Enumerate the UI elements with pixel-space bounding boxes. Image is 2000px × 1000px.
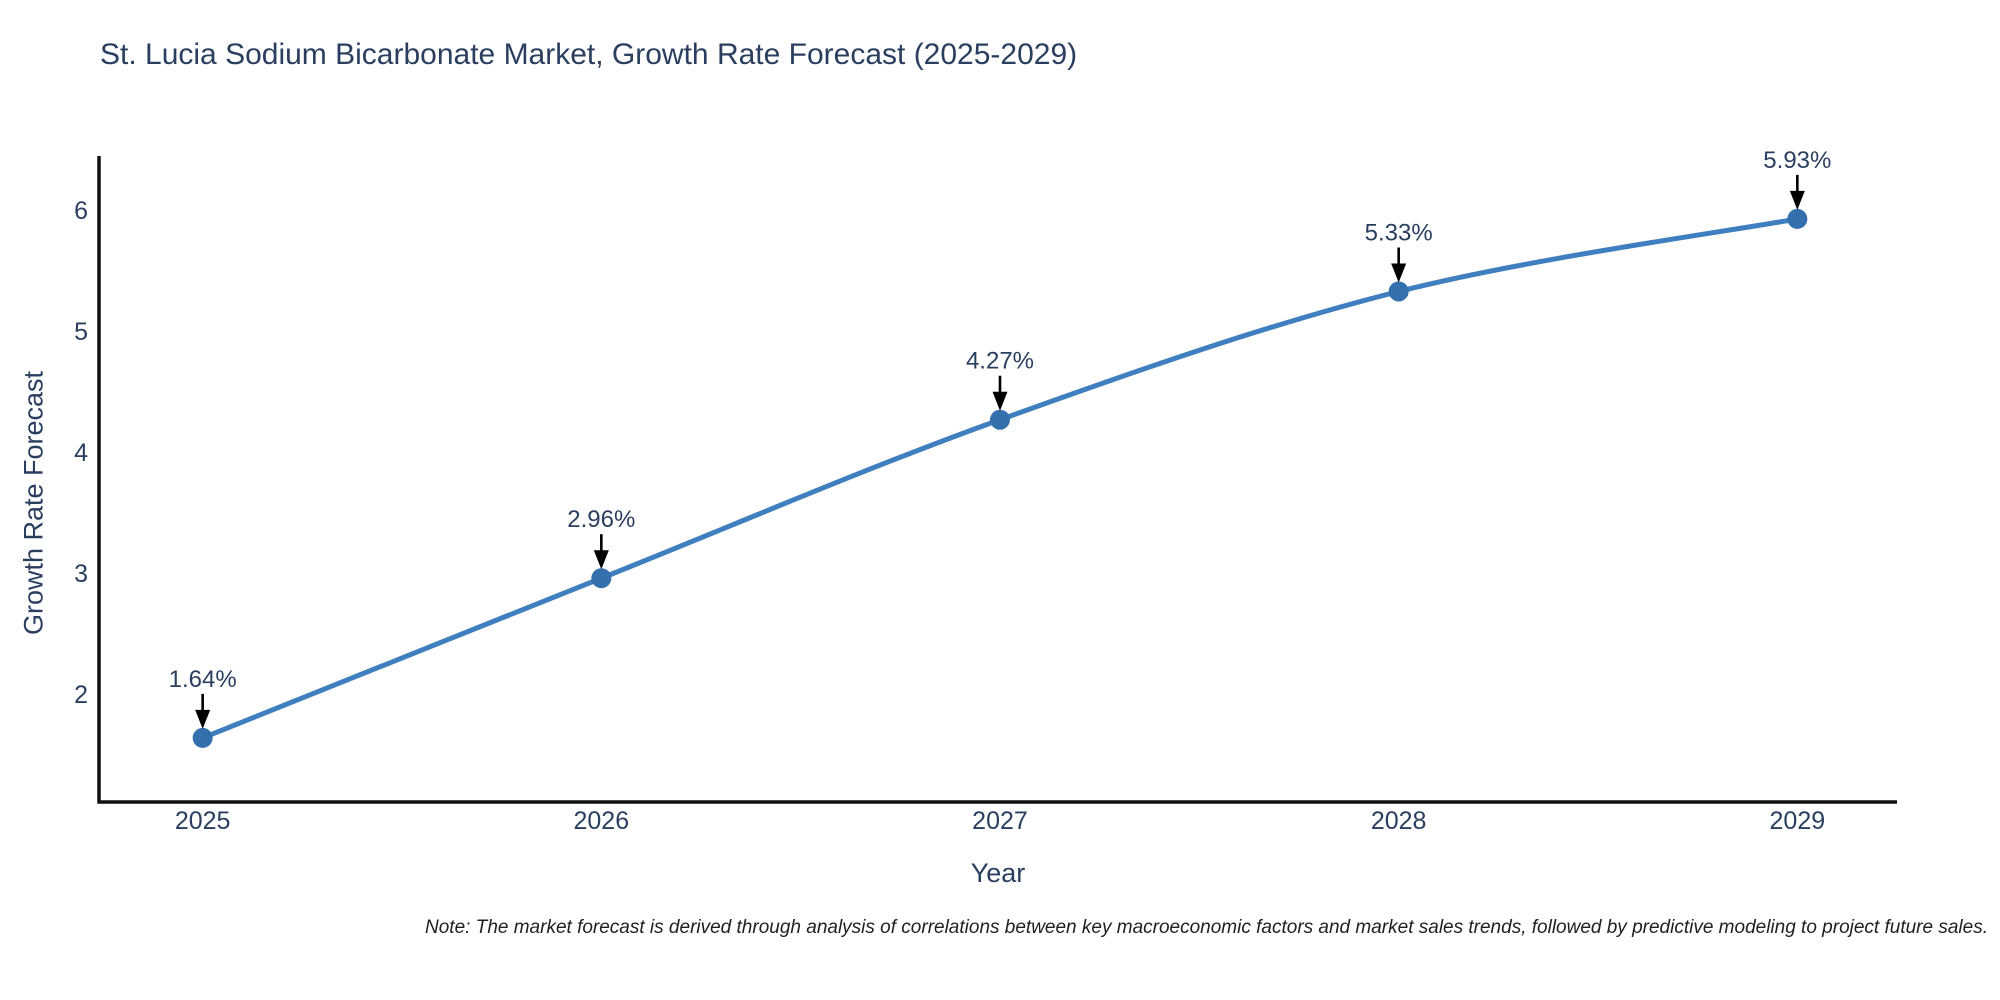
data-point-label: 5.93%: [1763, 147, 1831, 174]
data-point-label: 4.27%: [966, 348, 1034, 375]
x-axis-title: Year: [970, 858, 1026, 888]
y-tick-label: 4: [74, 439, 88, 467]
line-series: [200, 216, 1800, 741]
data-point-label: 1.64%: [169, 666, 237, 693]
y-tick-label: 3: [74, 560, 88, 588]
y-axis-title: Growth Rate Forecast: [18, 370, 49, 636]
x-tick-label: 2025: [175, 807, 231, 835]
y-tick-label: 6: [74, 197, 88, 225]
data-point-marker: [192, 727, 213, 748]
data-point-marker: [989, 409, 1010, 430]
x-tick-label: 2029: [1770, 807, 1826, 835]
data-point-label: 2.96%: [567, 506, 635, 533]
chart-note: Note: The market forecast is derived thr…: [425, 917, 1988, 938]
annotation-arrowhead-icon: [1391, 263, 1407, 283]
data-point-label: 5.33%: [1365, 219, 1433, 246]
y-tick-label: 5: [74, 318, 88, 346]
data-point-marker: [591, 568, 612, 589]
annotation-arrowhead-icon: [1789, 190, 1805, 210]
annotation-arrowhead-icon: [195, 709, 211, 729]
y-tick-label: 2: [74, 681, 88, 709]
x-tick-label: 2028: [1371, 807, 1427, 835]
axis-lines: [97, 156, 1897, 804]
chart-title: St. Lucia Sodium Bicarbonate Market, Gro…: [100, 38, 1078, 71]
annotation-arrowhead-icon: [593, 550, 609, 570]
x-tick-label: 2026: [574, 807, 630, 835]
data-point-marker: [1388, 281, 1409, 302]
data-point-marker: [1787, 208, 1808, 229]
x-tick-label: 2027: [972, 807, 1028, 835]
annotation-arrowhead-icon: [992, 391, 1008, 411]
